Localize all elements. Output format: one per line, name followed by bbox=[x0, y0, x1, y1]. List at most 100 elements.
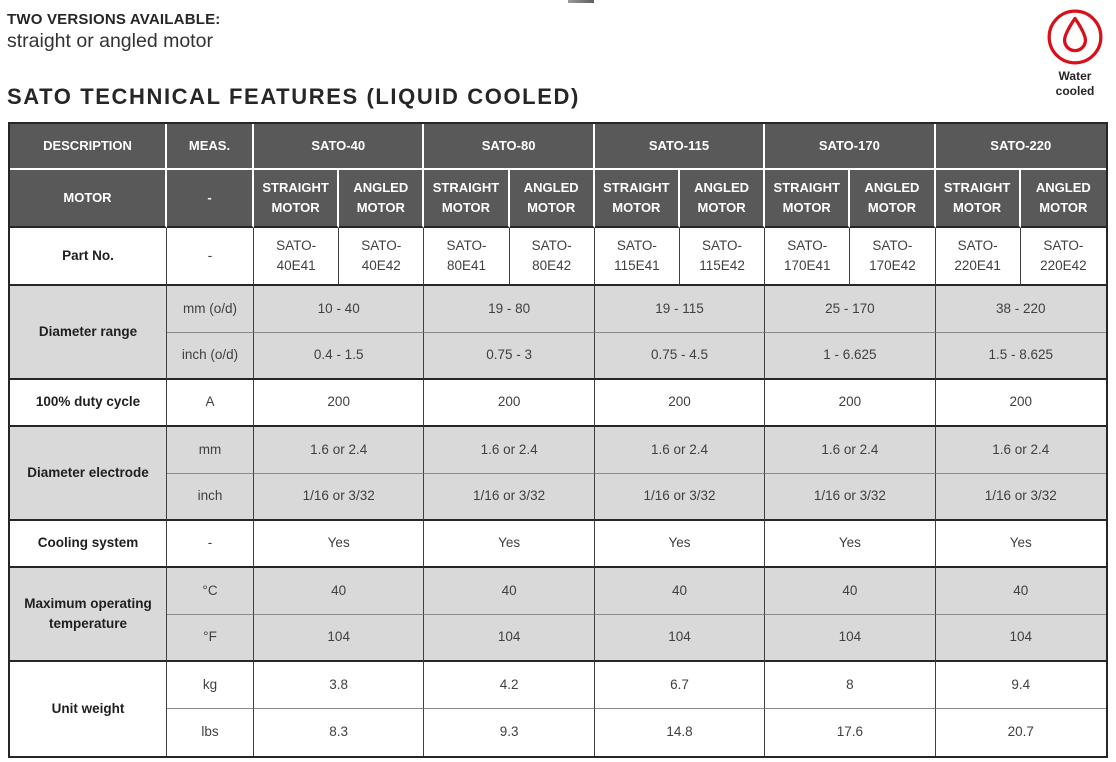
value-cell: 0.4 - 1.5 bbox=[254, 333, 425, 380]
value-cell: 1 - 6.625 bbox=[765, 333, 936, 380]
value-cell: 9.4 bbox=[935, 662, 1106, 709]
col-header-meas: MEAS. bbox=[167, 124, 254, 170]
subheader-straight-motor: STRAIGHT MOTOR bbox=[765, 170, 851, 228]
meas-cell: - bbox=[167, 228, 254, 286]
versions-note: TWO VERSIONS AVAILABLE: straight or angl… bbox=[7, 11, 221, 53]
top-crop-artifact bbox=[568, 0, 594, 3]
value-cell: 1/16 or 3/32 bbox=[765, 474, 936, 521]
subheader-angled-motor: ANGLED MOTOR bbox=[509, 170, 595, 228]
value-cell: 1.6 or 2.4 bbox=[424, 427, 595, 474]
value-cell: 1.6 or 2.4 bbox=[765, 427, 936, 474]
table-row-max-temp-c: Maximum operating temperature °C 40 40 4… bbox=[10, 568, 1106, 662]
value-cell: 104 bbox=[594, 615, 766, 662]
value-cell: 104 bbox=[765, 615, 936, 662]
table-row-diameter-range-mm: Diameter range mm (o/d) 10 - 40 19 - 80 … bbox=[10, 286, 1106, 380]
water-cooled-label: Water cooled bbox=[1055, 69, 1095, 98]
subheader-straight-motor: STRAIGHT MOTOR bbox=[424, 170, 510, 228]
table-row-unit-weight-kg: Unit weight kg 3.8 4.2 6.7 8 9.4 bbox=[10, 662, 1106, 756]
table-row-cooling-system: Cooling system - Yes Yes Yes Yes Yes bbox=[10, 521, 1106, 568]
value-cell: SATO-40E41 bbox=[254, 228, 340, 286]
value-cell: 6.7 bbox=[594, 662, 766, 709]
value-cell: SATO-80E41 bbox=[424, 228, 510, 286]
value-cell: 9.3 bbox=[424, 709, 595, 756]
meas-cell: A bbox=[167, 380, 254, 427]
versions-note-title: TWO VERSIONS AVAILABLE: bbox=[7, 11, 221, 28]
row-label: Part No. bbox=[10, 228, 167, 286]
value-cell: 200 bbox=[594, 380, 766, 427]
row-label: Cooling system bbox=[10, 521, 167, 568]
subheader-angled-motor: ANGLED MOTOR bbox=[850, 170, 936, 228]
subheader-angled-motor: ANGLED MOTOR bbox=[1020, 170, 1106, 228]
value-cell: 10 - 40 bbox=[254, 286, 425, 333]
value-cell: 104 bbox=[935, 615, 1106, 662]
value-cell: 38 - 220 bbox=[935, 286, 1106, 333]
value-cell: 3.8 bbox=[254, 662, 425, 709]
value-cell: SATO-170E41 bbox=[765, 228, 851, 286]
value-cell: 200 bbox=[424, 380, 595, 427]
value-cell: SATO-170E42 bbox=[850, 228, 936, 286]
value-cell: 40 bbox=[424, 568, 595, 615]
versions-note-subtitle: straight or angled motor bbox=[7, 30, 213, 52]
table-row-diameter-range-inch: inch (o/d) 0.4 - 1.5 0.75 - 3 0.75 - 4.5… bbox=[10, 333, 1106, 380]
table-row: DESCRIPTION MEAS. SATO-40 SATO-80 SATO-1… bbox=[10, 124, 1106, 170]
value-cell: 8 bbox=[765, 662, 936, 709]
value-cell: Yes bbox=[594, 521, 766, 568]
value-cell: 14.8 bbox=[595, 709, 766, 756]
value-cell: 0.75 - 3 bbox=[424, 333, 595, 380]
value-cell: 200 bbox=[935, 380, 1106, 427]
table-row-max-temp-f: °F 104 104 104 104 104 bbox=[10, 615, 1106, 662]
value-cell: 1.6 or 2.4 bbox=[594, 427, 766, 474]
water-cooled-badge: Water cooled bbox=[1044, 8, 1106, 99]
value-cell: 1/16 or 3/32 bbox=[424, 474, 595, 521]
row-label: 100% duty cycle bbox=[10, 380, 167, 427]
value-cell: 1.6 or 2.4 bbox=[935, 427, 1106, 474]
col-header-sato-170: SATO-170 bbox=[765, 124, 936, 170]
value-cell: 200 bbox=[254, 380, 425, 427]
subheader-angled-motor: ANGLED MOTOR bbox=[339, 170, 425, 228]
value-cell: SATO-220E42 bbox=[1020, 228, 1106, 286]
subheader-angled-motor: ANGLED MOTOR bbox=[679, 170, 766, 228]
value-cell: SATO-80E42 bbox=[509, 228, 595, 286]
meas-cell: mm (o/d) bbox=[167, 286, 254, 333]
badge-circle bbox=[1047, 9, 1103, 65]
tech-features-table: DESCRIPTION MEAS. SATO-40 SATO-80 SATO-1… bbox=[8, 122, 1108, 758]
motor-header-label: MOTOR bbox=[10, 170, 167, 228]
table-row: MOTOR - STRAIGHT MOTOR ANGLED MOTOR STRA… bbox=[10, 170, 1106, 228]
col-header-sato-40: SATO-40 bbox=[254, 124, 425, 170]
subheader-straight-motor: STRAIGHT MOTOR bbox=[594, 170, 680, 228]
subheader-straight-motor: STRAIGHT MOTOR bbox=[254, 170, 340, 228]
value-cell: 4.2 bbox=[424, 662, 595, 709]
value-cell: 1.6 or 2.4 bbox=[254, 427, 425, 474]
meas-cell: °F bbox=[167, 615, 254, 662]
value-cell: Yes bbox=[935, 521, 1106, 568]
value-cell: 200 bbox=[765, 380, 936, 427]
meas-cell: inch bbox=[167, 474, 254, 521]
meas-cell: inch (o/d) bbox=[167, 333, 254, 380]
value-cell: 19 - 115 bbox=[594, 286, 766, 333]
value-cell: 8.3 bbox=[254, 709, 425, 756]
value-cell: 40 bbox=[594, 568, 766, 615]
value-cell: 40 bbox=[935, 568, 1106, 615]
value-cell: 1/16 or 3/32 bbox=[594, 474, 766, 521]
subheader-straight-motor: STRAIGHT MOTOR bbox=[935, 170, 1021, 228]
row-label: Diameter range bbox=[10, 286, 167, 380]
row-label: Maximum operating temperature bbox=[10, 568, 167, 662]
value-cell: 19 - 80 bbox=[424, 286, 595, 333]
water-drop-icon bbox=[1047, 9, 1103, 65]
value-cell: 40 bbox=[765, 568, 936, 615]
row-label: Diameter electrode bbox=[10, 427, 167, 521]
col-header-sato-220: SATO-220 bbox=[935, 124, 1106, 170]
spec-table: DESCRIPTION MEAS. SATO-40 SATO-80 SATO-1… bbox=[10, 124, 1106, 756]
table-row-unit-weight-lbs: lbs 8.3 9.3 14.8 17.6 20.7 bbox=[10, 709, 1106, 756]
value-cell: 1.5 - 8.625 bbox=[935, 333, 1106, 380]
meas-cell: - bbox=[167, 521, 254, 568]
table-row-part-no: Part No. - SATO-40E41 SATO-40E42 SATO-80… bbox=[10, 228, 1106, 286]
value-cell: SATO-115E41 bbox=[594, 228, 680, 286]
value-cell: 20.7 bbox=[1007, 724, 1034, 740]
col-header-sato-80: SATO-80 bbox=[424, 124, 595, 170]
col-header-sato-115: SATO-115 bbox=[594, 124, 766, 170]
table-row-diameter-electrode-mm: Diameter electrode mm 1.6 or 2.4 1.6 or … bbox=[10, 427, 1106, 521]
col-header-description: DESCRIPTION bbox=[10, 124, 167, 170]
value-cell: 1/16 or 3/32 bbox=[254, 474, 425, 521]
value-cell: 0.75 - 4.5 bbox=[594, 333, 766, 380]
